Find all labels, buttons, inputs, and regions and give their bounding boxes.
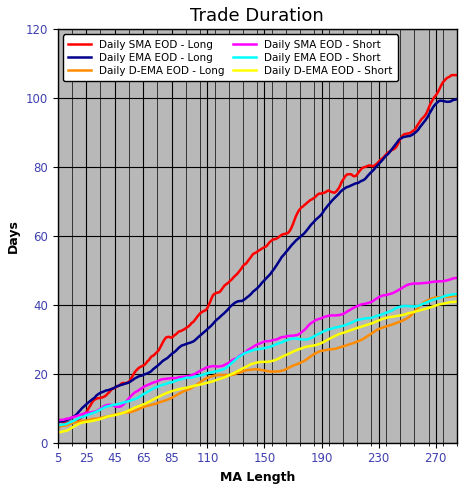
Daily EMA EOD - Short <box>278 339 284 345</box>
Daily SMA EOD - Short <box>55 417 60 423</box>
Daily SMA EOD - Short <box>382 292 388 298</box>
Daily SMA EOD - Short <box>72 414 77 420</box>
Daily EMA EOD - Short <box>140 391 146 397</box>
Daily SMA EOD - Short <box>381 292 386 298</box>
Daily EMA EOD - Long <box>278 254 284 260</box>
Daily D-EMA EOD - Long <box>453 293 459 299</box>
Daily D-EMA EOD - Long <box>55 424 60 430</box>
Daily EMA EOD - Short <box>381 310 386 316</box>
Daily SMA EOD - Short <box>452 275 457 281</box>
Daily SMA EOD - Short <box>241 350 247 356</box>
Daily EMA EOD - Short <box>70 418 76 424</box>
Daily SMA EOD - Long <box>280 231 285 237</box>
Daily EMA EOD - Short <box>55 422 60 428</box>
Daily SMA EOD - Short <box>142 383 147 389</box>
Daily D-EMA EOD - Long <box>278 368 284 374</box>
Daily D-EMA EOD - Short <box>140 402 146 408</box>
Daily SMA EOD - Long <box>241 262 247 268</box>
Daily EMA EOD - Long <box>55 419 60 425</box>
Daily D-EMA EOD - Short <box>240 365 245 371</box>
Daily D-EMA EOD - Long <box>140 404 146 410</box>
Daily SMA EOD - Long <box>142 362 147 368</box>
Daily D-EMA EOD - Short <box>278 354 284 360</box>
Line: Daily D-EMA EOD - Short: Daily D-EMA EOD - Short <box>57 301 456 433</box>
Line: Daily EMA EOD - Long: Daily EMA EOD - Long <box>57 99 456 422</box>
Daily EMA EOD - Long <box>453 96 459 102</box>
Daily EMA EOD - Short <box>453 291 459 297</box>
Legend: Daily SMA EOD - Long, Daily EMA EOD - Long, Daily D-EMA EOD - Long, Daily SMA EO: Daily SMA EOD - Long, Daily EMA EOD - Lo… <box>63 34 397 81</box>
Daily SMA EOD - Short <box>280 334 285 340</box>
Daily SMA EOD - Long <box>62 420 68 426</box>
Daily EMA EOD - Short <box>379 311 385 317</box>
Line: Daily D-EMA EOD - Long: Daily D-EMA EOD - Long <box>57 296 456 427</box>
Daily EMA EOD - Long <box>381 155 386 161</box>
Daily SMA EOD - Long <box>381 154 386 160</box>
Daily EMA EOD - Long <box>379 157 385 163</box>
Daily EMA EOD - Long <box>240 298 245 303</box>
Daily EMA EOD - Short <box>240 352 245 357</box>
Line: Daily EMA EOD - Short: Daily EMA EOD - Short <box>57 294 456 425</box>
X-axis label: MA Length: MA Length <box>219 471 294 484</box>
Daily SMA EOD - Short <box>56 417 62 423</box>
Y-axis label: Days: Days <box>7 219 20 253</box>
Daily SMA EOD - Long <box>382 152 388 158</box>
Daily D-EMA EOD - Long <box>379 325 385 330</box>
Daily SMA EOD - Short <box>453 275 459 281</box>
Title: Trade Duration: Trade Duration <box>190 7 324 25</box>
Daily D-EMA EOD - Short <box>381 316 386 322</box>
Daily D-EMA EOD - Long <box>381 324 386 330</box>
Line: Daily SMA EOD - Short: Daily SMA EOD - Short <box>57 278 456 420</box>
Daily D-EMA EOD - Short <box>55 430 60 436</box>
Daily D-EMA EOD - Short <box>379 316 385 322</box>
Daily EMA EOD - Long <box>140 372 146 378</box>
Line: Daily SMA EOD - Long: Daily SMA EOD - Long <box>57 75 456 423</box>
Daily SMA EOD - Long <box>72 418 77 424</box>
Daily SMA EOD - Long <box>55 416 60 422</box>
Daily D-EMA EOD - Short <box>453 299 459 304</box>
Daily EMA EOD - Long <box>70 414 76 420</box>
Daily SMA EOD - Long <box>453 72 459 78</box>
Daily SMA EOD - Long <box>452 72 457 78</box>
Daily D-EMA EOD - Long <box>70 420 76 426</box>
Daily D-EMA EOD - Long <box>240 368 245 374</box>
Daily D-EMA EOD - Short <box>70 424 76 430</box>
